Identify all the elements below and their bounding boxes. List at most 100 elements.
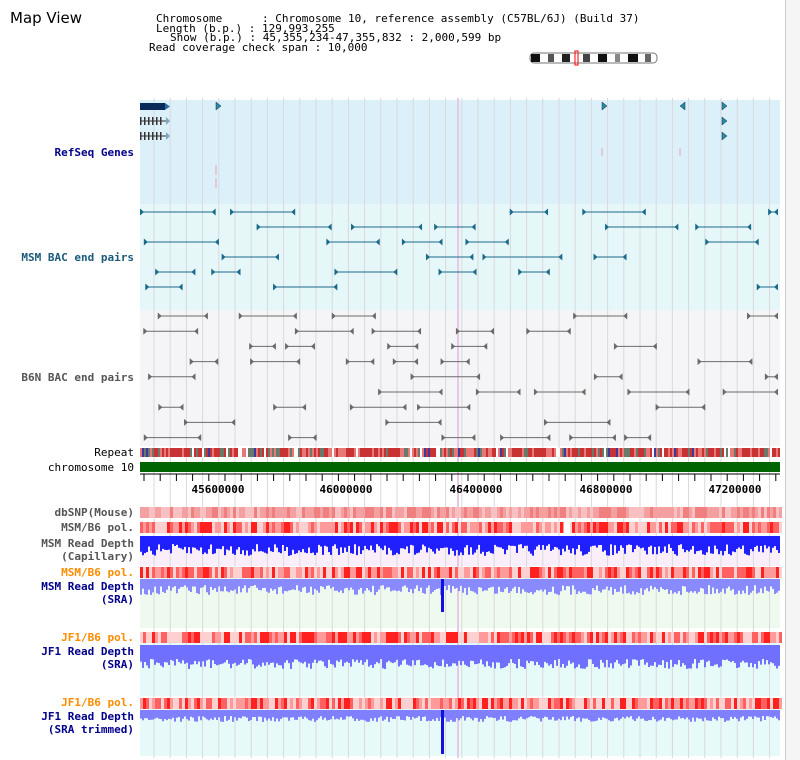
heat-cell: [389, 698, 392, 709]
label-msm-bac[interactable]: MSM BAC end pairs: [21, 251, 134, 264]
depth-bar: [282, 710, 284, 718]
heat-cell: [593, 632, 596, 643]
heat-cell: [521, 507, 524, 518]
repeat-cell: [216, 448, 218, 457]
heat-cell: [617, 522, 620, 533]
msm-bac-pair-glyphs[interactable]: [140, 208, 778, 291]
repeat-cell: [558, 448, 560, 457]
depth-bar: [514, 645, 516, 664]
heat-cell: [512, 522, 515, 533]
depth-bar: [774, 579, 776, 594]
heat-cell: [242, 698, 245, 709]
b6n-pair-end: [184, 418, 189, 426]
heat-cell: [590, 698, 593, 709]
depth-bar: [770, 579, 772, 587]
heat-cell: [371, 522, 374, 533]
depth-bar: [274, 536, 276, 545]
msm-pair-end: [291, 208, 296, 216]
b6n-pair-end: [685, 388, 690, 396]
heat-cell: [458, 522, 461, 533]
heat-cell: [773, 632, 776, 643]
depth-bar: [382, 710, 384, 721]
heat-cell: [434, 567, 437, 578]
depth-bar: [382, 645, 384, 669]
depth-bar: [218, 645, 220, 665]
depth-bar: [306, 645, 308, 668]
depth-bar: [440, 645, 442, 667]
depth-bar: [258, 710, 260, 717]
depth-bar: [384, 710, 386, 720]
heat-cell: [731, 632, 734, 643]
depth-bar: [600, 536, 602, 546]
depth-bar: [456, 710, 458, 719]
b6n-bac-pair-glyphs[interactable]: [143, 312, 778, 442]
b6n-pair-end: [194, 327, 199, 335]
depth-bar: [522, 536, 524, 549]
depth-bar: [226, 579, 228, 592]
label-refseq-genes[interactable]: RefSeq Genes: [54, 146, 134, 159]
heat-cell: [251, 507, 254, 518]
depth-bar: [640, 645, 642, 660]
heat-cell: [437, 632, 440, 643]
depth-bar: [208, 536, 210, 550]
depth-bar: [604, 536, 606, 551]
depth-bar: [774, 536, 776, 547]
heat-cell: [626, 698, 629, 709]
msm-pair-end: [143, 238, 148, 246]
depth-bar: [768, 710, 770, 717]
depth-bar: [614, 710, 616, 719]
heat-cell: [161, 567, 164, 578]
depth-bar: [426, 579, 428, 588]
heat-cell: [317, 632, 320, 643]
heat-cell: [149, 632, 152, 643]
repeat-cell: [326, 448, 328, 457]
heat-cell: [281, 507, 284, 518]
depth-bar: [612, 579, 614, 595]
heat-cell: [479, 698, 482, 709]
b6n-pair-end: [414, 358, 419, 366]
heat-cell: [242, 507, 245, 518]
heat-cell: [737, 507, 740, 518]
b6n-pair-end: [179, 403, 184, 411]
depth-bar: [502, 645, 504, 668]
repeat-cell: [414, 448, 416, 457]
heat-cell: [752, 632, 755, 643]
depth-bar: [206, 579, 208, 593]
depth-bar: [480, 536, 482, 554]
depth-bar: [166, 645, 168, 663]
depth-bar: [546, 579, 548, 595]
depth-bar: [656, 536, 658, 555]
heat-cell: [692, 522, 695, 533]
depth-bar: [330, 579, 332, 589]
b6n-bac-band: [140, 310, 780, 446]
refseq-gene-glyphs[interactable]: [140, 101, 728, 188]
repeat-cell: [444, 448, 446, 457]
repeat-cell: [246, 448, 248, 457]
depth-bar: [244, 579, 246, 586]
depth-bar: [380, 645, 382, 660]
depth-bar: [704, 536, 706, 555]
heat-cell: [752, 698, 755, 709]
heat-cell: [254, 632, 257, 643]
depth-bar: [568, 645, 570, 661]
heat-cell: [224, 698, 227, 709]
heat-cell: [404, 632, 407, 643]
label-b6n-bac[interactable]: B6N BAC end pairs: [21, 371, 134, 384]
heat-cell: [530, 632, 533, 643]
depth-bar: [624, 645, 626, 664]
depth-bar: [222, 536, 224, 547]
repeat-cell: [660, 448, 662, 457]
depth-bar: [560, 536, 562, 556]
depth-bar: [378, 710, 380, 718]
heat-cell: [194, 698, 197, 709]
depth-bar: [552, 579, 554, 587]
depth-bar: [260, 645, 262, 667]
gene-block: [140, 103, 165, 110]
depth-bar: [188, 710, 190, 721]
repeat-cell: [480, 448, 482, 457]
heat-cell: [425, 522, 428, 533]
repeat-cell: [430, 448, 432, 457]
depth-bar: [330, 645, 332, 664]
depth-bar: [146, 710, 148, 719]
